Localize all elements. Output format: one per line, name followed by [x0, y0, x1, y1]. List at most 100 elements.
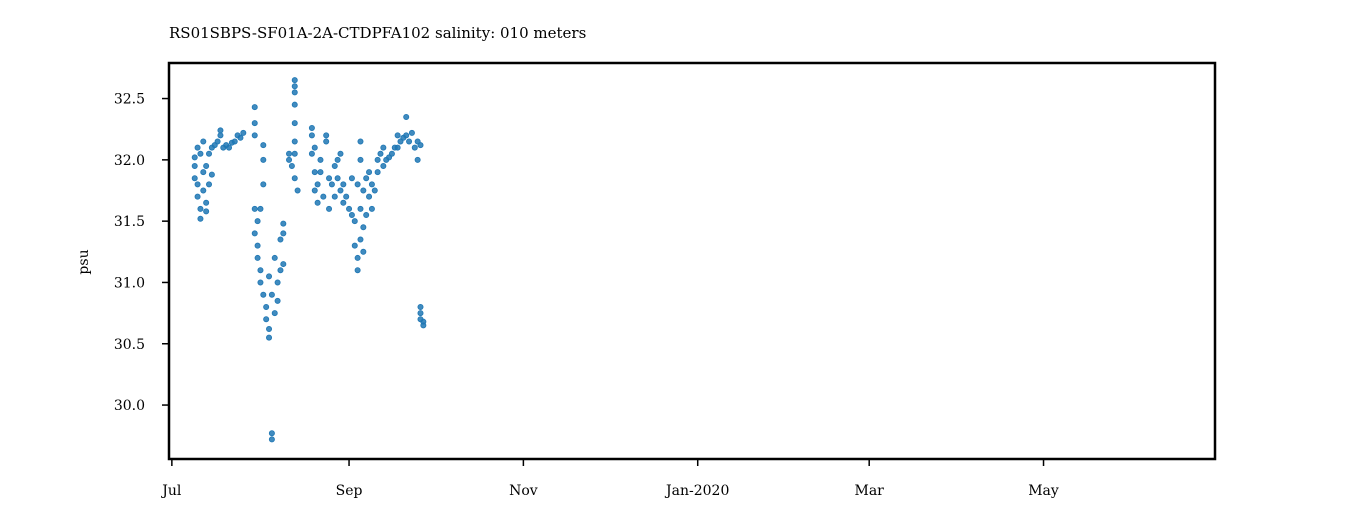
- y-axis-ticks: 30.0 30.5 31.0 31.5 32.0 32.5: [114, 92, 169, 414]
- data-point: [266, 334, 273, 341]
- data-point: [374, 169, 381, 176]
- data-point: [200, 169, 207, 176]
- x-tick-label: Sep: [336, 483, 363, 499]
- data-point: [331, 162, 338, 169]
- data-point: [266, 273, 273, 280]
- data-point: [203, 208, 210, 215]
- data-point: [288, 162, 295, 169]
- data-point: [231, 138, 238, 145]
- data-point: [417, 310, 424, 317]
- data-point: [291, 77, 298, 84]
- data-point: [357, 236, 364, 243]
- data-point: [280, 261, 287, 268]
- data-point: [200, 187, 207, 194]
- data-point: [197, 150, 204, 157]
- data-point: [417, 142, 424, 149]
- data-point: [208, 171, 215, 178]
- data-point: [286, 156, 293, 163]
- data-point: [271, 310, 278, 317]
- data-point: [251, 104, 258, 111]
- data-point: [314, 181, 321, 188]
- data-point: [191, 162, 198, 169]
- data-point: [323, 132, 330, 139]
- x-tick-label: Nov: [509, 483, 538, 499]
- data-point: [271, 254, 278, 261]
- data-point: [348, 212, 355, 219]
- data-point: [260, 156, 267, 163]
- y-tick-label: 32.5: [114, 92, 145, 108]
- data-point: [414, 156, 421, 163]
- data-point: [320, 193, 327, 200]
- data-point: [377, 150, 384, 157]
- data-point: [203, 199, 210, 206]
- data-point: [257, 205, 264, 212]
- data-point: [260, 142, 267, 149]
- data-point: [417, 303, 424, 310]
- data-point: [326, 175, 333, 182]
- data-point: [274, 297, 281, 304]
- data-point: [394, 144, 401, 151]
- data-point: [251, 132, 258, 139]
- data-point: [408, 129, 415, 136]
- data-point: [334, 156, 341, 163]
- data-point: [360, 224, 367, 231]
- data-point: [268, 436, 275, 443]
- data-point: [308, 150, 315, 157]
- data-point: [217, 132, 224, 139]
- data-point: [380, 162, 387, 169]
- data-point: [191, 154, 198, 161]
- data-point: [194, 181, 201, 188]
- data-point: [277, 236, 284, 243]
- data-point: [226, 144, 233, 151]
- data-point: [394, 132, 401, 139]
- data-point: [406, 138, 413, 145]
- data-point: [291, 175, 298, 182]
- data-point: [403, 132, 410, 139]
- data-point: [263, 303, 270, 310]
- data-point: [197, 205, 204, 212]
- data-point: [340, 199, 347, 206]
- data-point: [214, 138, 221, 145]
- data-point: [363, 212, 370, 219]
- data-point: [197, 215, 204, 222]
- data-point: [348, 175, 355, 182]
- data-point: [351, 218, 358, 225]
- data-point: [331, 193, 338, 200]
- plot-area-frame: [167, 61, 1217, 461]
- data-point: [268, 291, 275, 298]
- data-point: [266, 326, 273, 333]
- data-point: [268, 430, 275, 437]
- data-point: [403, 113, 410, 120]
- data-point: [206, 150, 213, 157]
- data-point: [257, 267, 264, 274]
- data-point: [191, 175, 198, 182]
- data-point: [263, 316, 270, 323]
- data-point: [291, 101, 298, 108]
- chart-title: RS01SBPS-SF01A-2A-CTDPFA102 salinity: 01…: [169, 24, 586, 42]
- data-point: [194, 193, 201, 200]
- data-point: [360, 187, 367, 194]
- data-point: [337, 187, 344, 194]
- data-point: [257, 279, 264, 286]
- data-point: [260, 181, 267, 188]
- y-tick-label: 31.5: [114, 214, 145, 230]
- data-point: [291, 83, 298, 90]
- data-point: [294, 187, 301, 194]
- y-axis-label: psu: [76, 249, 92, 274]
- data-point: [328, 181, 335, 188]
- data-point: [291, 89, 298, 96]
- data-point: [194, 144, 201, 151]
- data-point: [420, 322, 427, 329]
- data-point: [388, 150, 395, 157]
- data-point: [380, 144, 387, 151]
- data-point: [368, 181, 375, 188]
- data-point: [274, 279, 281, 286]
- data-point: [311, 187, 318, 194]
- data-point: [366, 193, 373, 200]
- x-tick-label: Mar: [855, 483, 885, 499]
- data-point: [291, 150, 298, 157]
- data-point: [354, 267, 361, 274]
- x-axis-ticks: Jul Sep Nov Jan-2020 Mar May: [160, 459, 1059, 499]
